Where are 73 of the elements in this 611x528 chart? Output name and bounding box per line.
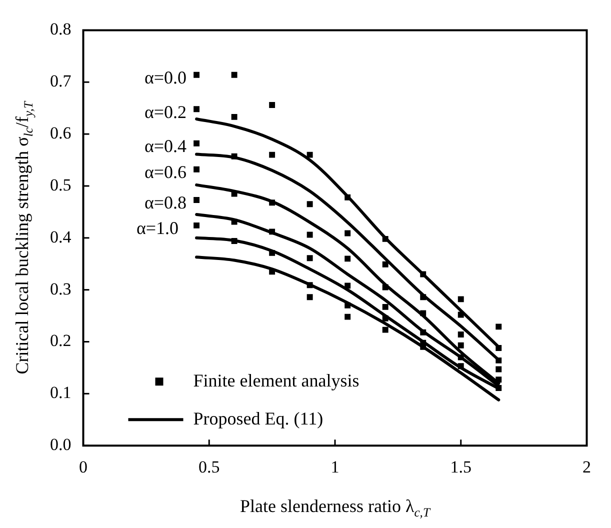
point [458,332,464,338]
point [382,315,388,322]
point [344,194,351,200]
point [420,310,426,316]
point [458,296,464,302]
point [382,304,388,310]
point [231,218,238,225]
point [344,314,351,320]
y-tick-label: 0.4 [50,227,72,246]
legend-label: Finite element analysis [193,370,360,390]
point [496,366,502,372]
y-tick-label: 0.5 [50,175,72,194]
annotation: α=0.0 [144,68,187,88]
point [344,256,351,262]
point [231,238,238,244]
x-tick-label: 0 [79,457,88,476]
point [269,152,276,158]
point [496,345,502,351]
point [231,72,238,78]
x-tick-label: 1.5 [450,457,472,476]
x-tick-label: 2 [582,457,591,476]
point [269,228,276,235]
point [344,230,351,236]
point [306,232,313,238]
point [458,354,464,360]
point [382,261,388,268]
point [458,312,464,318]
point [194,197,200,203]
point [382,236,388,242]
y-tick-label: 0.3 [50,279,72,298]
point [344,302,351,308]
point [269,250,276,256]
point [420,329,426,336]
point [496,357,502,364]
y-tick-label: 0.2 [50,331,72,350]
point [306,294,313,300]
point [194,106,200,112]
point [269,200,276,206]
point [496,384,502,391]
y-tick-label: 0.1 [50,383,72,402]
point [306,201,313,208]
point [306,152,313,158]
y-tick-label: 0.7 [50,72,72,91]
point [420,294,426,300]
annotation: α=0.2 [144,102,187,122]
x-tick-label: 0.5 [198,457,220,476]
y-tick-label: 0.0 [50,435,72,454]
point [496,376,502,383]
point [231,153,238,160]
point [269,102,276,108]
y-tick-label: 0.6 [50,124,72,143]
point [344,282,351,289]
point [231,114,238,120]
point [306,255,313,262]
point [496,324,502,330]
point [382,284,388,290]
point [306,282,313,288]
point [194,72,200,78]
point [194,140,200,146]
annotation: α=1.0 [136,218,179,238]
y-axis-title: Critical local buckling strength σlc/fy,T [12,100,36,374]
point [420,271,426,278]
x-tick-label: 1 [330,457,340,476]
point [382,326,388,333]
legend-label: Proposed Eq. (11) [193,408,324,428]
point [194,166,200,172]
point [458,363,464,370]
annotation: α=0.6 [144,162,187,182]
y-tick-label: 0.8 [50,20,72,39]
point [194,222,200,228]
annotation: α=0.4 [144,136,187,156]
annotation: α=0.8 [144,192,187,213]
point [458,342,464,348]
